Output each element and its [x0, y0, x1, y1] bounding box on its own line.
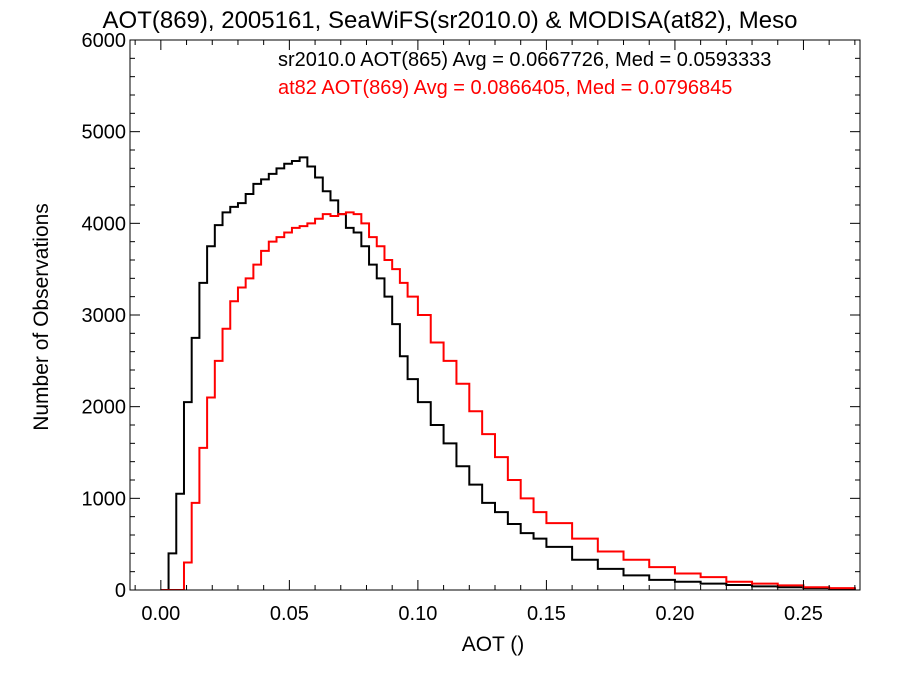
series-line-sr2010-0	[160, 156, 856, 590]
legend-entry-sr2010: sr2010.0 AOT(865) Avg = 0.0667726, Med =…	[278, 49, 771, 71]
y-tick-label: 2000	[82, 397, 127, 419]
x-tick-label: 0.20	[655, 603, 694, 625]
y-tick-label: 6000	[82, 30, 127, 52]
y-tick-label: 1000	[82, 488, 127, 510]
x-tick-label: 0.05	[270, 603, 309, 625]
y-axis-label: Number of Observations	[30, 203, 53, 431]
y-tick-label: 0	[115, 580, 126, 602]
x-tick-label: 0.25	[784, 603, 823, 625]
x-tick-label: 0.00	[141, 603, 180, 625]
x-tick-label: 0.10	[398, 603, 437, 625]
chart-title: AOT(869), 2005161, SeaWiFS(sr2010.0) & M…	[103, 7, 798, 34]
x-axis-label: AOT ()	[462, 633, 525, 656]
legend-entry-at82: at82 AOT(869) Avg = 0.0866405, Med = 0.0…	[278, 77, 732, 99]
y-tick-label: 5000	[82, 122, 127, 144]
y-tick-label: 3000	[82, 305, 127, 327]
series-line-at82	[160, 211, 856, 590]
y-tick-label: 4000	[82, 213, 127, 235]
x-tick-label: 0.15	[527, 603, 566, 625]
